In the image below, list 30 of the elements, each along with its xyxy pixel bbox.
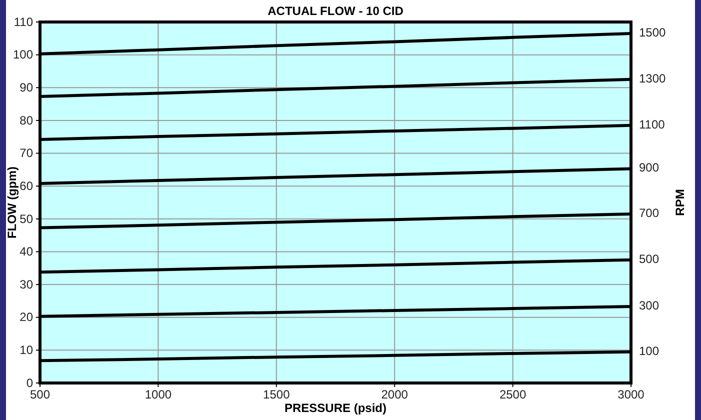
- y-axis-title: FLOW (gpm): [5, 166, 19, 238]
- y-tick-label: 30: [20, 277, 34, 292]
- y-tick-label: 60: [20, 178, 34, 193]
- series-label: 1300: [639, 71, 666, 86]
- y-tick-label: 110: [14, 14, 34, 29]
- y-tick-label: 40: [20, 244, 34, 259]
- series-label: 900: [639, 160, 660, 175]
- y-tick-label: 70: [20, 146, 34, 160]
- series-label: 1100: [639, 117, 666, 132]
- y-tick-label: 10: [20, 343, 34, 358]
- series-label: 500: [639, 252, 660, 266]
- x-tick-label: 500: [30, 388, 50, 402]
- y2-axis-title: RPM: [673, 189, 687, 216]
- y-tick-label: 80: [20, 113, 34, 128]
- x-tick-label: 2500: [499, 388, 526, 402]
- x-tick-label: 1500: [263, 388, 290, 402]
- chart-title: ACTUAL FLOW - 10 CID: [268, 4, 404, 18]
- y-tick-label: 0: [26, 376, 34, 390]
- x-tick-label: 2000: [381, 388, 408, 402]
- x-tick-label: 1000: [144, 388, 172, 402]
- series-label: 100: [639, 344, 660, 358]
- y-tick-label: 90: [20, 80, 34, 94]
- series-label: 1500: [639, 25, 666, 40]
- y-tick-label: 20: [20, 310, 34, 324]
- series-label: 700: [639, 206, 660, 220]
- x-axis-title: PRESSURE (psid): [284, 401, 387, 415]
- x-tick-label: 3000: [618, 388, 645, 402]
- series-label: 300: [639, 298, 660, 313]
- y-tick-label: 100: [12, 48, 34, 62]
- y-tick-label: 50: [20, 212, 34, 226]
